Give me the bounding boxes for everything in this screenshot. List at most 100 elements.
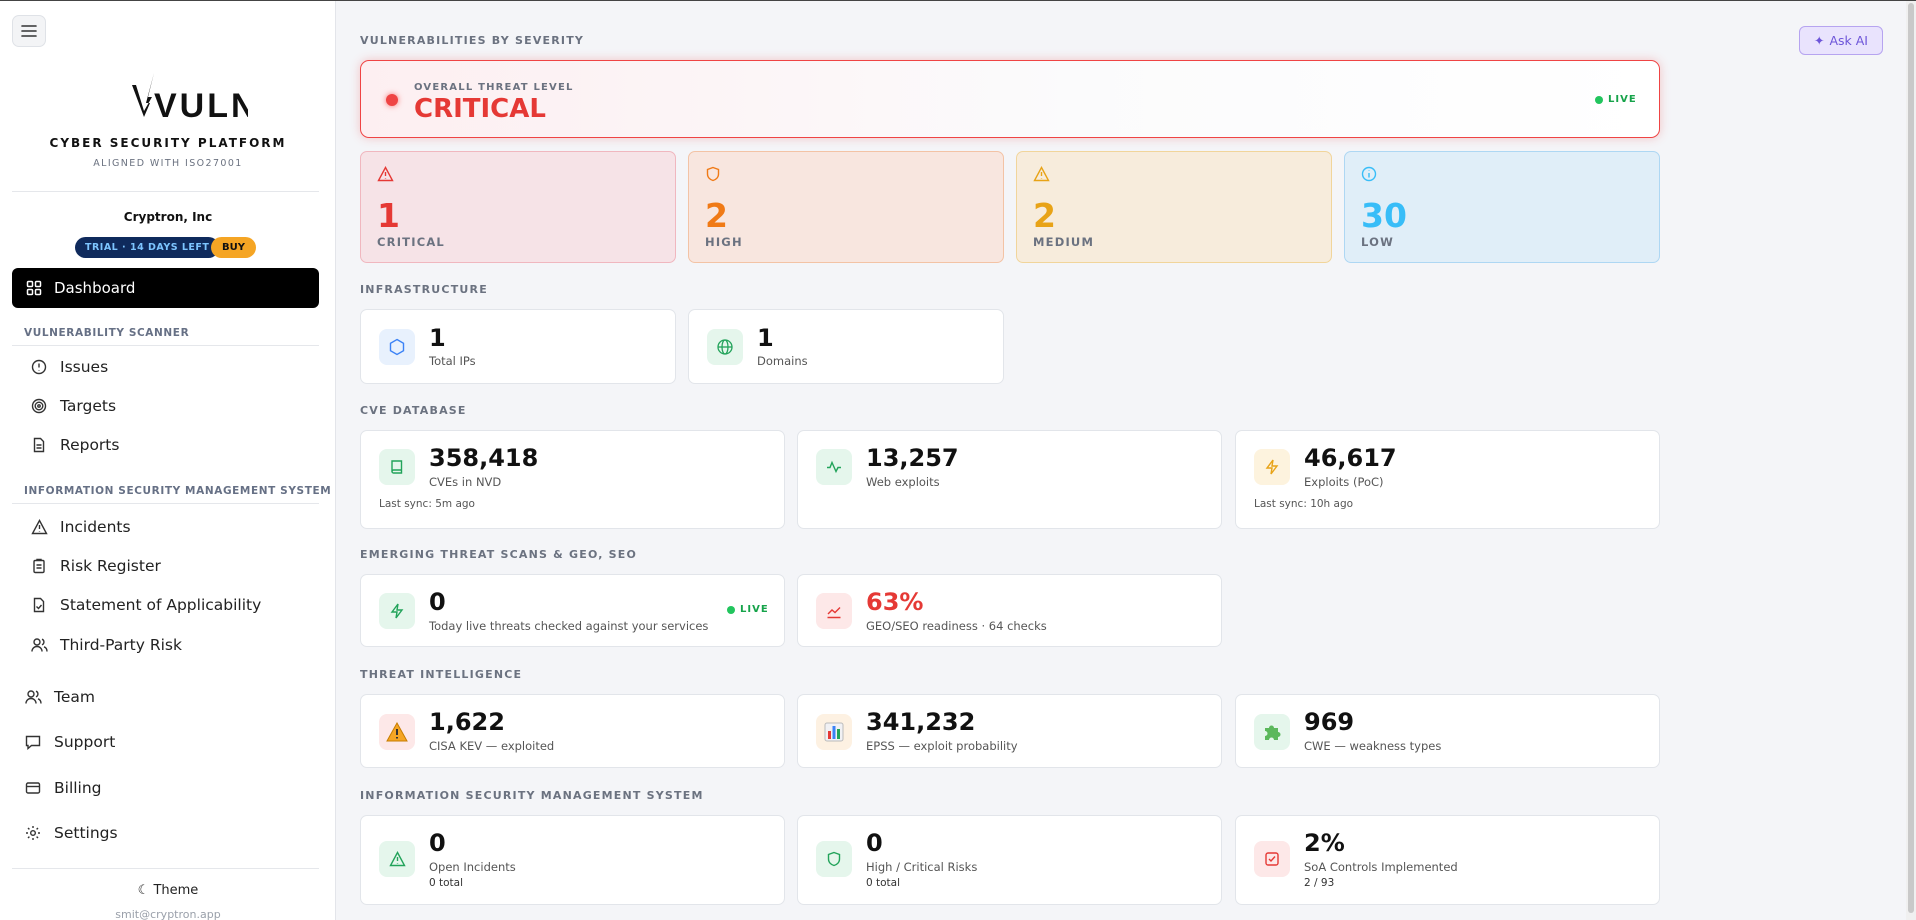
divider bbox=[12, 868, 319, 869]
stat-card-cves-nvd[interactable]: 358,418 CVEs in NVD Last sync: 5m ago bbox=[360, 430, 785, 529]
stat-card-epss[interactable]: 341,232 EPSS — exploit probability bbox=[797, 694, 1222, 768]
shield-icon bbox=[705, 166, 721, 182]
scrollbar[interactable] bbox=[1906, 1, 1916, 920]
status-dot bbox=[386, 94, 398, 106]
stat-card-open-incidents[interactable]: 0 Open Incidents 0 total bbox=[360, 815, 785, 905]
stat-value: 13,257 bbox=[866, 444, 959, 472]
stat-card-exploits-poc[interactable]: 46,617 Exploits (PoC) Last sync: 10h ago bbox=[1235, 430, 1660, 529]
vulny-logo: VULNY bbox=[132, 73, 248, 125]
stat-value: 1 bbox=[429, 324, 446, 352]
stat-value: 341,232 bbox=[866, 708, 976, 736]
nav-targets[interactable]: Targets bbox=[30, 397, 116, 415]
severity-count: 1 bbox=[377, 196, 400, 235]
nav-label: Team bbox=[54, 688, 95, 706]
ask-ai-label: Ask AI bbox=[1829, 33, 1868, 48]
severity-card-high[interactable]: 2 HIGH bbox=[688, 151, 1004, 263]
stat-label: Web exploits bbox=[866, 475, 940, 489]
stat-card-geo-seo[interactable]: 63% GEO/SEO readiness · 64 checks bbox=[797, 574, 1222, 647]
buy-button[interactable]: BUY bbox=[211, 237, 256, 258]
info-icon bbox=[1361, 166, 1377, 182]
file-icon bbox=[30, 437, 48, 453]
stat-total: 0 total bbox=[866, 877, 901, 889]
divider bbox=[12, 191, 319, 192]
book-icon bbox=[379, 449, 415, 485]
severity-card-medium[interactable]: 2 MEDIUM bbox=[1016, 151, 1332, 263]
section-title-isms: INFORMATION SECURITY MANAGEMENT SYSTEM bbox=[360, 789, 704, 802]
section-vulnerability-scanner: VULNERABILITY SCANNER bbox=[24, 327, 190, 339]
nav-risk-register[interactable]: Risk Register bbox=[30, 557, 161, 575]
tagline: CYBER SECURITY PLATFORM bbox=[49, 136, 287, 150]
menu-toggle-button[interactable] bbox=[12, 15, 46, 47]
stat-card-domains[interactable]: 1 Domains bbox=[688, 309, 1004, 384]
stat-label: EPSS — exploit probability bbox=[866, 739, 1018, 753]
ask-ai-button[interactable]: ✦ Ask AI bbox=[1799, 26, 1883, 55]
nav-label: Reports bbox=[60, 436, 120, 454]
nav-dashboard[interactable]: Dashboard bbox=[12, 268, 319, 308]
trend-icon bbox=[816, 593, 852, 629]
overall-threat-label: OVERALL THREAT LEVEL bbox=[414, 82, 574, 93]
stat-label: GEO/SEO readiness · 64 checks bbox=[866, 619, 1047, 633]
nav-label: Support bbox=[54, 733, 116, 751]
severity-card-critical[interactable]: 1 CRITICAL bbox=[360, 151, 676, 263]
iso-aligned-text: ALIGNED WITH ISO27001 bbox=[93, 158, 243, 169]
stat-label: CVEs in NVD bbox=[429, 475, 502, 489]
stat-card-cwe[interactable]: 969 CWE — weakness types bbox=[1235, 694, 1660, 768]
nav-support[interactable]: Support bbox=[24, 733, 115, 751]
target-icon bbox=[30, 398, 48, 414]
severity-count: 30 bbox=[1361, 196, 1407, 235]
nav-label: Third-Party Risk bbox=[60, 636, 182, 654]
stat-value: 46,617 bbox=[1304, 444, 1397, 472]
stat-total: 0 total bbox=[429, 877, 464, 889]
shield-icon bbox=[816, 841, 852, 877]
nav-third-party-risk[interactable]: Third-Party Risk bbox=[30, 636, 182, 654]
checkbox-icon bbox=[1254, 841, 1290, 877]
scrollbar-thumb[interactable] bbox=[1908, 3, 1914, 913]
trial-badge: TRIAL · 14 DAYS LEFT bbox=[75, 237, 220, 258]
nav-team[interactable]: Team bbox=[24, 688, 95, 706]
grid-icon bbox=[26, 280, 42, 296]
nav-label: Settings bbox=[54, 824, 118, 842]
stat-card-soa-controls[interactable]: 2% SoA Controls Implemented 2 / 93 bbox=[1235, 815, 1660, 905]
severity-count: 2 bbox=[1033, 196, 1056, 235]
user-email: smit@cryptron.app bbox=[115, 908, 221, 920]
stat-value: 969 bbox=[1304, 708, 1355, 736]
stat-card-web-exploits[interactable]: 13,257 Web exploits bbox=[797, 430, 1222, 529]
message-square-icon bbox=[24, 734, 42, 750]
nav-statement-of-applicability[interactable]: Statement of Applicability bbox=[30, 596, 261, 614]
stat-card-total-ips[interactable]: 1 Total IPs bbox=[360, 309, 676, 384]
nav-issues[interactable]: Issues bbox=[30, 358, 108, 376]
clipboard-icon bbox=[30, 558, 48, 574]
stat-label: High / Critical Risks bbox=[866, 860, 978, 874]
theme-toggle[interactable]: ☾ Theme bbox=[137, 883, 199, 898]
stat-card-high-critical-risks[interactable]: 0 High / Critical Risks 0 total bbox=[797, 815, 1222, 905]
last-sync-text: Last sync: 5m ago bbox=[379, 498, 475, 510]
organization-name: Cryptron, Inc bbox=[123, 210, 213, 224]
stat-label: CISA KEV — exploited bbox=[429, 739, 555, 753]
section-isms: INFORMATION SECURITY MANAGEMENT SYSTEM bbox=[24, 485, 332, 497]
file-check-icon bbox=[30, 597, 48, 613]
stat-card-cisa-kev[interactable]: 1,622 CISA KEV — exploited bbox=[360, 694, 785, 768]
nav-incidents[interactable]: Incidents bbox=[30, 518, 131, 536]
last-sync-text: Last sync: 10h ago bbox=[1254, 498, 1354, 510]
alert-circle-icon bbox=[30, 359, 48, 375]
puzzle-emoji-icon bbox=[1254, 714, 1290, 750]
nav-label: Issues bbox=[60, 358, 109, 376]
credit-card-icon bbox=[24, 780, 42, 796]
live-badge: LIVE bbox=[1595, 94, 1637, 105]
nav-reports[interactable]: Reports bbox=[30, 436, 119, 454]
nav-label: Incidents bbox=[60, 518, 131, 536]
severity-card-low[interactable]: 30 LOW bbox=[1344, 151, 1660, 263]
stat-value: 0 bbox=[429, 829, 446, 857]
stat-label: Total IPs bbox=[429, 354, 476, 368]
stat-value: 1 bbox=[757, 324, 774, 352]
live-dot bbox=[727, 605, 735, 614]
stat-label: Domains bbox=[757, 354, 808, 368]
stat-card-live-threats[interactable]: 0 Today live threats checked against you… bbox=[360, 574, 785, 647]
nav-label: Billing bbox=[54, 779, 102, 797]
sidebar: VULNY CYBER SECURITY PLATFORM ALIGNED WI… bbox=[0, 1, 336, 920]
nav-billing[interactable]: Billing bbox=[24, 779, 102, 797]
stat-value: 358,418 bbox=[429, 444, 539, 472]
nav-settings[interactable]: Settings bbox=[24, 824, 118, 842]
live-label: LIVE bbox=[1608, 94, 1637, 105]
stat-label: Today live threats checked against your … bbox=[429, 619, 709, 633]
